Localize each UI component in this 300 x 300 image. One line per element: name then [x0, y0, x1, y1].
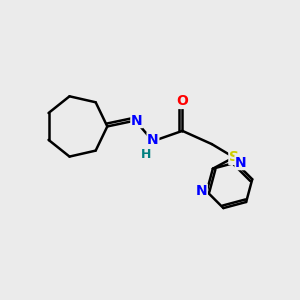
Text: N: N — [131, 114, 142, 128]
Text: S: S — [229, 150, 239, 164]
Text: N: N — [196, 184, 207, 198]
Text: H: H — [140, 148, 151, 161]
Text: O: O — [176, 94, 188, 108]
Text: N: N — [147, 133, 159, 147]
Text: N: N — [235, 156, 247, 170]
